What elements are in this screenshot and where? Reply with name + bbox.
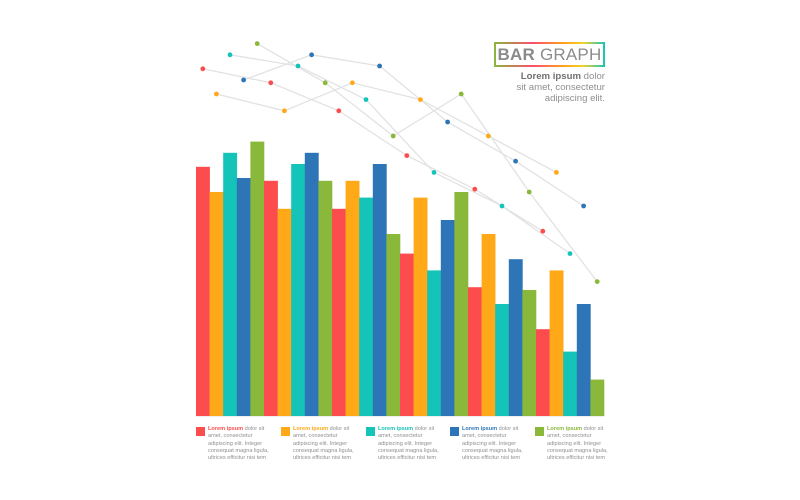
bar: [508, 259, 523, 416]
data-point-dot: [390, 133, 396, 139]
data-point-dot: [214, 91, 219, 97]
bar: [277, 208, 292, 416]
bar: [427, 270, 442, 416]
data-point-dot: [268, 80, 274, 86]
bars: [196, 141, 605, 417]
data-point-dot: [581, 203, 586, 209]
bar: [359, 197, 374, 416]
bar: [223, 152, 238, 417]
bar: [209, 192, 224, 416]
data-point-dot: [404, 153, 410, 159]
data-point-dot: [526, 189, 532, 195]
bar: [304, 152, 319, 417]
chart-legend: Lorem ipsum dolor sit amet, consectetur …: [196, 426, 616, 467]
data-point-dot: [254, 41, 260, 46]
data-point-dot: [594, 279, 600, 284]
data-point-dot: [309, 52, 314, 58]
data-point-dot: [350, 80, 355, 86]
bar: [264, 180, 278, 416]
bar: [345, 180, 360, 416]
data-point-dot: [540, 228, 546, 234]
bar: [236, 178, 251, 416]
overlay-dots: [200, 41, 600, 284]
chart-title-bold: BAR: [497, 45, 535, 64]
bar: [590, 379, 605, 416]
bar: [386, 234, 401, 416]
overlay-lines: [202, 43, 598, 282]
bar: [454, 192, 469, 416]
data-point-dot: [418, 97, 423, 102]
bar: [563, 351, 578, 416]
data-point-dot: [241, 77, 247, 83]
subtitle-line2: sit amet, consectetur: [516, 82, 605, 93]
chart-title-regular: GRAPH: [539, 45, 602, 64]
legend-swatch: [366, 427, 375, 436]
chart-title-box: BAR GRAPH: [494, 42, 605, 67]
legend-text: Lorem ipsum dolor sit amet, consectetur …: [208, 426, 269, 462]
bar: [332, 208, 346, 416]
subtitle-line1: dolor: [581, 71, 605, 82]
bar: [522, 290, 537, 416]
legend-text: Lorem ipsum dolor sit amet, consectetur …: [293, 426, 354, 462]
data-point-dot: [200, 66, 206, 72]
data-point-dot: [472, 186, 478, 192]
bar: [576, 304, 591, 416]
bar: [196, 166, 210, 416]
bar: [318, 180, 333, 416]
data-point-dot: [363, 97, 369, 102]
subtitle-bold: Lorem ipsum: [520, 71, 581, 82]
overlay-line: [256, 43, 598, 282]
bar: [495, 304, 510, 416]
bar: [468, 287, 482, 416]
data-point-dot: [499, 203, 505, 209]
subtitle-line3: adipiscing elit.: [544, 93, 605, 104]
bar: [250, 141, 265, 416]
legend-swatch: [535, 427, 544, 436]
data-point-dot: [513, 158, 518, 164]
data-point-dot: [554, 170, 559, 175]
data-point-dot: [486, 133, 491, 139]
data-point-dot: [458, 91, 464, 97]
bar: [400, 253, 414, 416]
bar: [481, 234, 496, 416]
data-point-dot: [227, 52, 233, 58]
legend-swatch: [450, 427, 459, 436]
legend-swatch: [196, 427, 205, 436]
data-point-dot: [322, 80, 328, 86]
overlay-line: [216, 82, 557, 173]
data-point-dot: [282, 108, 287, 114]
bar: [536, 329, 550, 416]
data-point-dot: [445, 119, 450, 125]
chart-title: BAR GRAPH: [496, 44, 603, 65]
data-point-dot: [377, 63, 382, 69]
bar: [291, 164, 306, 416]
data-point-dot: [431, 170, 437, 175]
bar: [549, 270, 564, 416]
overlay-line: [243, 54, 584, 207]
legend-text: Lorem ipsum dolor sit amet, consectetur …: [462, 426, 523, 462]
chart-subtitle: Lorem ipsum dolor sit amet, consectetur …: [490, 71, 605, 104]
bar: [372, 164, 387, 416]
bar: [413, 197, 428, 416]
legend-text: Lorem ipsum dolor sit amet, consectetur …: [547, 426, 608, 462]
overlay-line: [202, 68, 544, 232]
data-point-dot: [336, 108, 342, 114]
data-point-dot: [567, 251, 573, 256]
data-point-dot: [295, 63, 301, 69]
legend-text: Lorem ipsum dolor sit amet, consectetur …: [378, 426, 439, 462]
legend-swatch: [281, 427, 290, 436]
bar: [440, 220, 455, 416]
